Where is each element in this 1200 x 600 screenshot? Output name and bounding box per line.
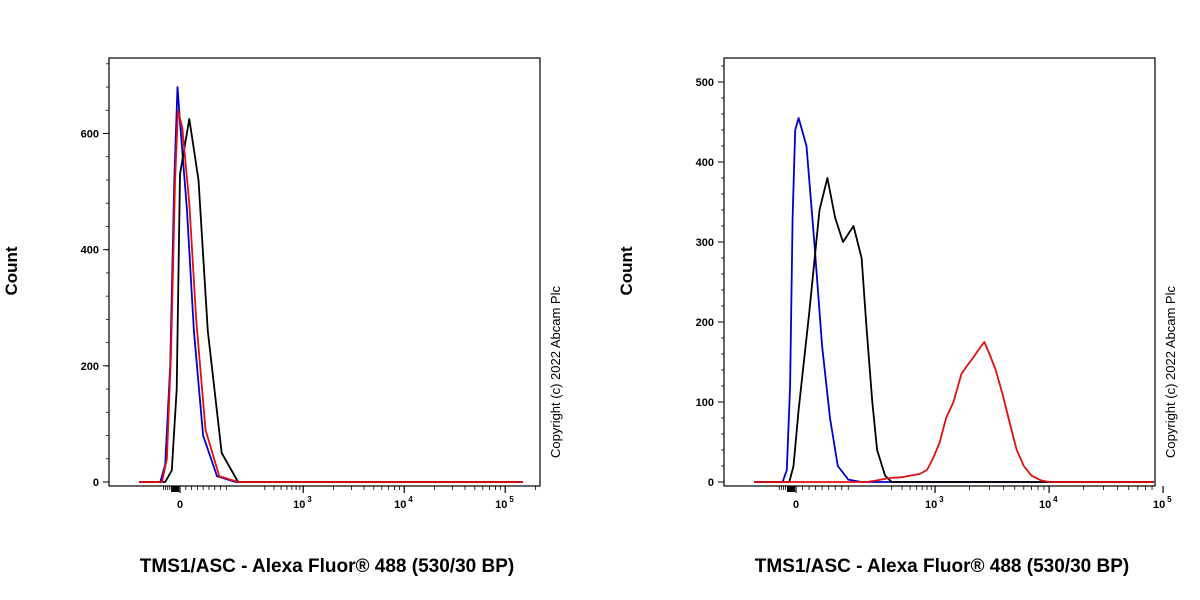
y-tick-label: 0 (93, 477, 99, 489)
y-tick-label: 200 (81, 361, 99, 373)
x-tick-label: 10 (293, 499, 305, 511)
x-tick-label: 10 (1039, 499, 1051, 511)
x-tick-exponent: 3 (307, 495, 312, 504)
plot-frame-right (723, 57, 1156, 487)
y-tick-label: 0 (708, 477, 714, 489)
x-tick-exponent: 4 (1053, 495, 1058, 504)
y-tick-label: 600 (81, 129, 99, 141)
x-axis-label-left: TMS1/ASC - Alexa Fluor® 488 (530/30 BP) (140, 556, 514, 577)
x-tick-label: 10 (495, 499, 507, 511)
copyright-right: Copyright (c) 2022 Abcam Plc (1163, 286, 1178, 458)
x-tick-label: 0 (177, 499, 183, 511)
x-zero-marker (171, 486, 180, 492)
x-tick-label: 10 (925, 499, 937, 511)
x-tick-label: 10 (1153, 499, 1165, 511)
y-tick-label: 400 (81, 245, 99, 257)
x-zero-marker (786, 486, 795, 492)
plot-frame-left (108, 57, 541, 487)
series-line (139, 86, 523, 483)
series-group-right (754, 117, 1154, 483)
y-axis-label-left: Count (2, 246, 21, 295)
series-line (754, 117, 1154, 483)
copyright-left: Copyright (c) 2022 Abcam Plc (548, 286, 563, 458)
x-tick-exponent: 4 (408, 495, 413, 504)
y-tick-label: 500 (696, 77, 714, 89)
y-tick-label: 400 (696, 157, 714, 169)
y-axis-label-right: Count (617, 246, 636, 295)
series-line (754, 177, 1154, 483)
x-axis-label-right: TMS1/ASC - Alexa Fluor® 488 (530/30 BP) (755, 556, 1129, 577)
x-tick-exponent: 3 (939, 495, 944, 504)
series-line (139, 118, 523, 483)
series-group-left (139, 86, 523, 483)
y-tick-label: 200 (696, 317, 714, 329)
x-tick-exponent: 5 (1167, 495, 1172, 504)
x-tick-exponent: 5 (509, 495, 514, 504)
series-line (139, 109, 523, 483)
y-tick-label: 100 (696, 397, 714, 409)
series-line (754, 341, 1154, 483)
x-tick-label: 10 (394, 499, 406, 511)
y-tick-label: 300 (696, 237, 714, 249)
x-tick-label: 0 (793, 499, 799, 511)
